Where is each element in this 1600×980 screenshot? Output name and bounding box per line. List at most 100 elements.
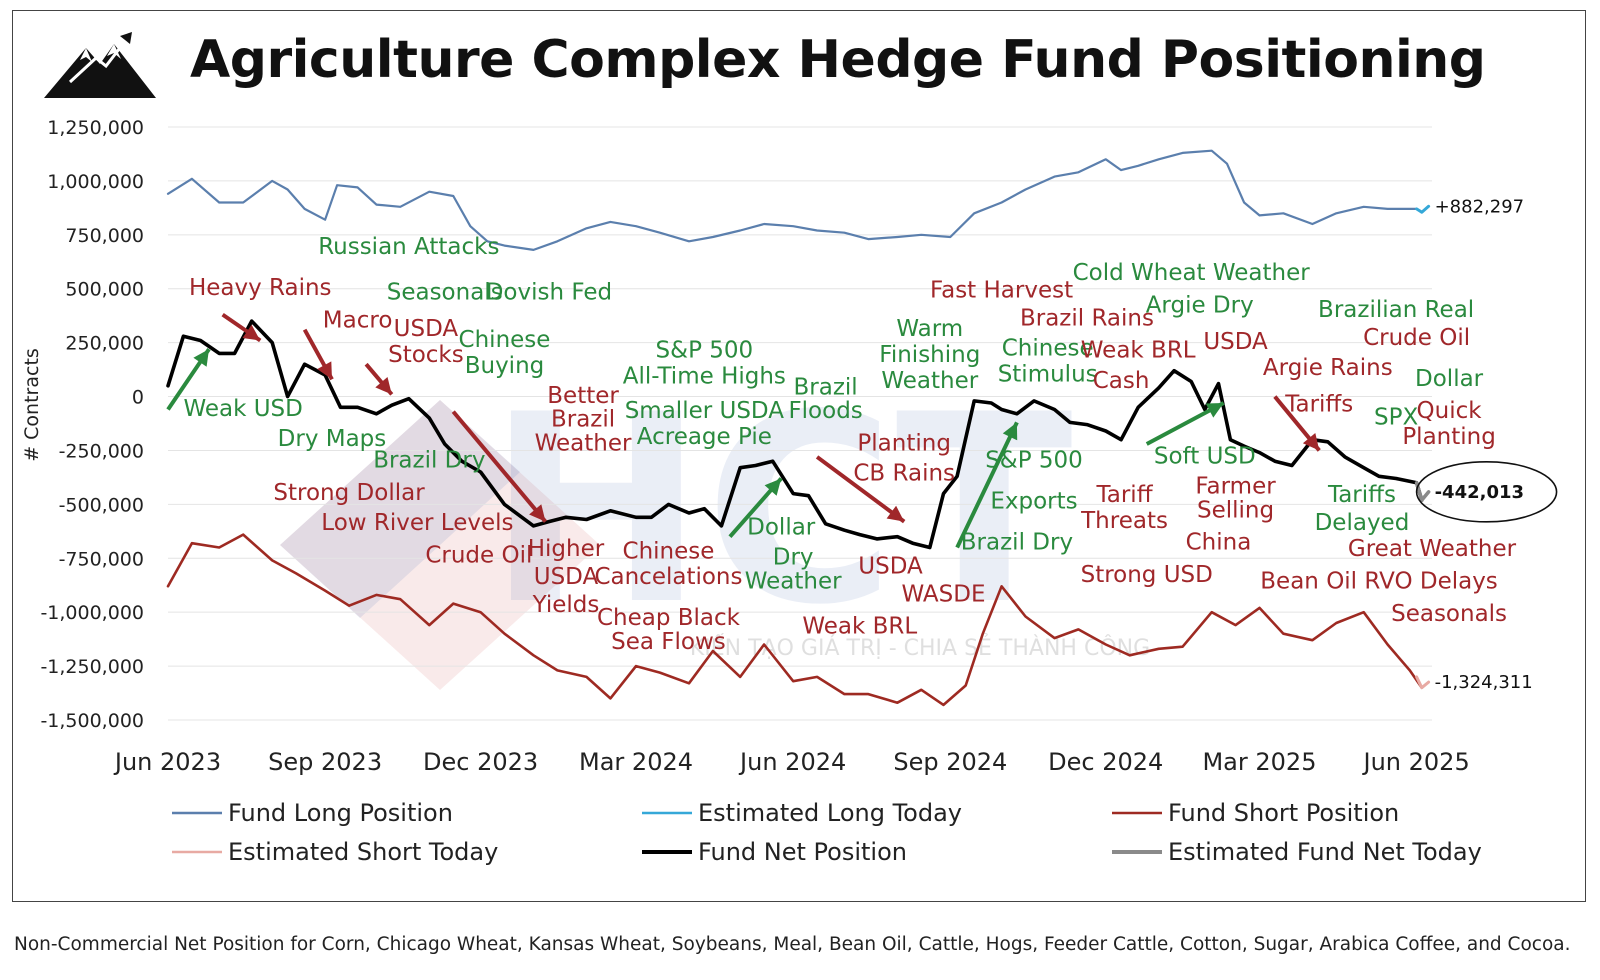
annotation-arrow-head — [1002, 422, 1018, 441]
y-tick-label: 750,000 — [65, 225, 144, 247]
net-value-highlight-ellipse — [1415, 461, 1558, 523]
annotation-label: SPX — [1374, 405, 1418, 431]
annotation-label: Chinese — [623, 538, 715, 564]
annotation-label: Acreage Pie — [637, 424, 772, 450]
annotation-label: Fast Harvest — [930, 277, 1073, 303]
y-tick-label: -1,000,000 — [40, 602, 144, 624]
annotation-label: Quick — [1417, 398, 1483, 424]
annotation-arrow-head — [1205, 403, 1224, 418]
annotation-label: Weather — [745, 568, 842, 594]
annotation-arrow-head — [193, 349, 209, 367]
annotation-arrow-head — [764, 478, 782, 496]
legend-label: Fund Long Position — [228, 799, 453, 827]
x-tick-label: Jun 2025 — [1362, 748, 1470, 776]
annotation-label: Brazil Dry — [373, 448, 485, 474]
annotation-label: Weather — [881, 368, 978, 394]
end-value-label: -442,013 — [1435, 482, 1524, 503]
annotation-label: Cancelations — [594, 564, 742, 590]
legend-label: Estimated Long Today — [698, 799, 962, 827]
annotation-label: Brazilian Real — [1318, 297, 1474, 323]
watermark-diamond-red — [280, 400, 600, 690]
annotation-label: Crude Oil — [1363, 325, 1470, 351]
annotation-arrow-head — [375, 377, 392, 395]
annotation-label: Chinese — [459, 327, 551, 353]
annotation-label: Delayed — [1315, 510, 1410, 536]
annotation-label: Warm — [896, 316, 963, 342]
x-tick-label: Sep 2023 — [268, 748, 382, 776]
x-tick-label: Jun 2023 — [113, 748, 221, 776]
legend-label: Estimated Short Today — [228, 838, 498, 866]
annotation-arrow-head — [529, 504, 546, 522]
series-line-fund-short-position — [166, 533, 1424, 707]
annotation-label: Farmer — [1195, 474, 1276, 500]
x-tick-labels: Jun 2023 Sep 2023 Dec 2023 Mar 2024 Jun 2024… — [113, 748, 1470, 776]
annotation-label: Cheap Black — [597, 605, 741, 631]
annotation-label: Bean Oil RVO Delays — [1260, 568, 1498, 594]
annotation-label: Seasonals — [387, 280, 503, 306]
annotation-label: Strong Dollar — [273, 480, 425, 506]
annotation-arrow-shaft — [955, 421, 1019, 549]
annotation-label: Dollar — [747, 515, 816, 541]
annotation-label: Dry Maps — [278, 426, 387, 452]
annotation-label: Low River Levels — [321, 510, 513, 536]
annotation-label: Chinese — [1002, 336, 1094, 362]
annotation-label: Macro — [323, 308, 393, 334]
y-tick-label: 250,000 — [65, 333, 144, 355]
watermark-tagline: KIẾN TẠO GIÁ TRỊ - CHIA SẺ THÀNH CÔNG — [690, 633, 1150, 661]
footnote: Non-Commercial Net Position for Corn, Ch… — [14, 934, 1571, 955]
annotation-arrow-head — [1302, 433, 1320, 451]
annotation-label: Cash — [1093, 368, 1150, 394]
annotation-label: Planting — [857, 430, 951, 456]
annotation-label: Stocks — [388, 342, 464, 368]
y-tick-label: -1,250,000 — [40, 656, 144, 678]
series-line-estimated-fund-net-today — [1414, 480, 1431, 502]
end-value-label: -1,324,311 — [1435, 672, 1533, 693]
series-line-fund-long-position — [166, 149, 1423, 251]
annotation-label: Brazil Rains — [1020, 305, 1154, 331]
annotation-label: WASDE — [901, 581, 985, 607]
y-tick-label: 1,000,000 — [47, 171, 144, 193]
annotation-label: Buying — [465, 353, 545, 379]
annotation-label: CB Rains — [853, 461, 955, 487]
mountain-logo-icon — [44, 32, 156, 98]
annotation-label: Argie Dry — [1146, 292, 1254, 318]
annotation-label: Planting — [1402, 424, 1496, 450]
legend: Fund Long Position Estimated Long Today Fu… — [172, 799, 1482, 866]
annotation-label: USDA — [858, 553, 923, 579]
annotation-label: Cold Wheat Weather — [1073, 260, 1311, 286]
chart-title: Agriculture Complex Hedge Fund Positioni… — [190, 30, 1486, 90]
end-value-label: +882,297 — [1435, 196, 1525, 217]
annotation-label: All-Time Highs — [623, 364, 786, 390]
annotation-arrow-head — [242, 324, 261, 341]
annotation-label: Weak BRL — [1081, 338, 1196, 364]
x-tick-label: Mar 2024 — [579, 748, 693, 776]
annotation-label: Heavy Rains — [189, 275, 332, 301]
annotation-label: Exports — [990, 489, 1077, 515]
annotation-label: Floods — [788, 398, 862, 424]
annotation-label: Dollar — [1415, 366, 1484, 392]
watermark-diamond-blue — [280, 400, 520, 618]
y-tick-label: -1,500,000 — [40, 710, 144, 732]
annotation-label: Weak BRL — [802, 614, 917, 640]
x-tick-label: Mar 2025 — [1202, 748, 1316, 776]
annotation-arrow-shaft — [815, 455, 906, 524]
annotation-label: Finishing — [879, 342, 980, 368]
annotation-label: Tariffs — [1327, 482, 1396, 508]
annotation-label: Smaller USDA — [625, 398, 785, 424]
annotation-label: Soft USD — [1154, 443, 1256, 469]
annotation-label: Russian Attacks — [318, 234, 499, 260]
end-labels: +882,297 -442,013 -1,324,311 — [1415, 196, 1558, 693]
annotation-label: Dry — [773, 545, 814, 571]
annotation-label: Weak USD — [183, 396, 302, 422]
annotation-label: Tariffs — [1284, 392, 1353, 418]
annotation-label: China — [1186, 530, 1252, 556]
legend-label: Estimated Fund Net Today — [1168, 838, 1482, 866]
annotation-label: Higher — [528, 536, 605, 562]
annotation-label: Brazil Dry — [961, 530, 1073, 556]
x-tick-label: Sep 2024 — [893, 748, 1007, 776]
annotation-label: S&P 500 — [985, 448, 1083, 474]
annotation-label: Threats — [1080, 508, 1168, 534]
